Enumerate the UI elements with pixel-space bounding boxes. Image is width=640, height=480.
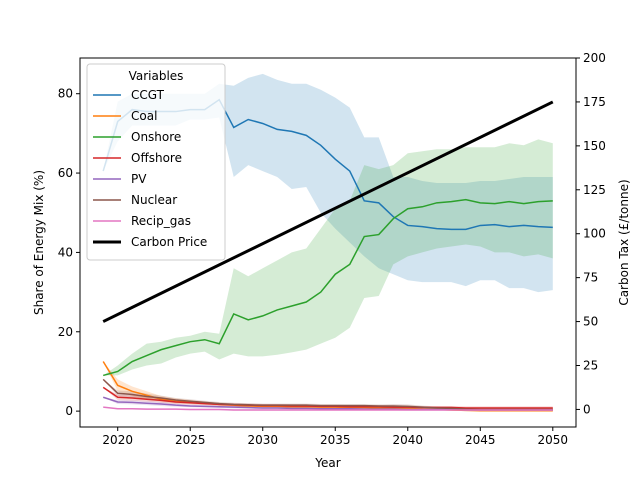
legend-entry-coal: Coal — [131, 109, 157, 123]
x-tick-label: 2035 — [320, 433, 351, 447]
y2-tick-label: 25 — [583, 359, 598, 373]
y-tick-label: 0 — [65, 404, 73, 418]
x-tick-label: 2045 — [465, 433, 496, 447]
band-onshore — [103, 139, 553, 376]
y-tick-label: 40 — [58, 245, 73, 259]
x-tick-label: 2050 — [538, 433, 569, 447]
y2-tick-label: 100 — [583, 227, 606, 241]
y-tick-label: 80 — [58, 87, 73, 101]
y2-tick-label: 75 — [583, 271, 598, 285]
y2-tick-label: 175 — [583, 95, 606, 109]
band-pv — [103, 397, 553, 412]
legend-entry-offshore: Offshore — [131, 151, 182, 165]
legend: Variables CCGT Coal Onshore Offshore PV Nuclea… — [86, 63, 226, 261]
y-tick-label: 20 — [58, 325, 73, 339]
axes: 2020 2025 2030 2035 2040 2045 2050020406080025… — [58, 51, 606, 447]
x-tick-label: 2020 — [102, 433, 133, 447]
y-tick-label: 60 — [58, 166, 73, 180]
y2-tick-label: 150 — [583, 139, 606, 153]
legend-entry-pv: PV — [131, 172, 147, 186]
legend-entry-carbon-price: Carbon Price — [131, 235, 207, 249]
x-axis-label: Year — [314, 456, 340, 470]
legend-entry-ccgt: CCGT — [131, 88, 165, 102]
legend-entry-recip-gas: Recip_gas — [131, 214, 191, 228]
series-line-recip-gas — [103, 406, 553, 411]
y2-tick-label: 50 — [583, 315, 598, 329]
legend-entry-nuclear: Nuclear — [131, 193, 177, 207]
series-line-carbon-price — [102, 100, 554, 323]
y2-tick-label: 125 — [583, 183, 606, 197]
series-line-offshore — [102, 386, 553, 409]
y2-tick-label: 200 — [583, 51, 606, 65]
y-axis-label: Share of Energy Mix (%) — [32, 170, 46, 315]
y2-tick-label: 0 — [583, 402, 591, 416]
legend-entry-onshore: Onshore — [131, 130, 181, 144]
y2-axis-label: Carbon Tax (£/tonne) — [617, 179, 631, 305]
legend-box — [86, 63, 226, 261]
band-ccgt — [103, 73, 553, 293]
plot-frame — [79, 57, 577, 428]
series-line-onshore — [103, 198, 553, 377]
x-tick-label: 2025 — [175, 433, 206, 447]
x-tick-label: 2040 — [392, 433, 423, 447]
legend-title: Variables — [129, 69, 184, 83]
x-tick-label: 2030 — [247, 433, 278, 447]
